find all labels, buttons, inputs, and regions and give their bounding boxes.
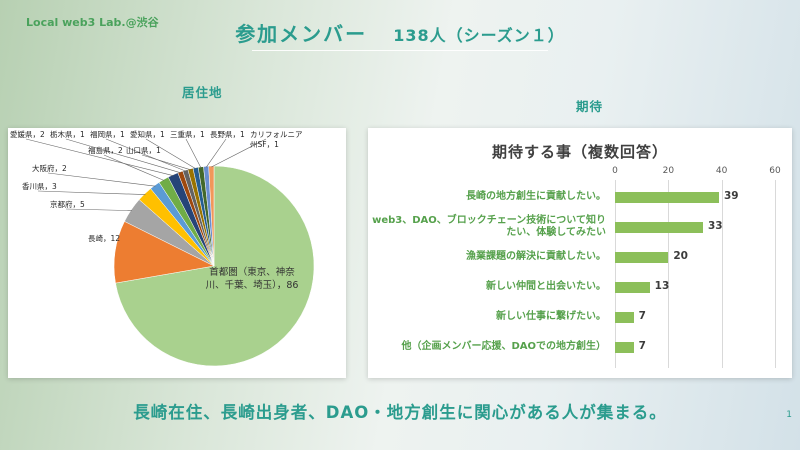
pie-label: 京都府，5: [50, 200, 85, 209]
grid-line: [668, 180, 670, 368]
bar-value-label: 33: [708, 220, 723, 232]
grid-line: [615, 180, 616, 368]
bar-chart-card: 期待する事（複数回答） 0 20 40 60 長崎の地方創生に貢献したい。 39 web3、…: [368, 128, 792, 378]
bar-chart-title: 期待する事（複数回答）: [491, 143, 668, 161]
pie-label: 栃木県，1: [50, 130, 85, 139]
title-text: 参加メンバー: [235, 22, 368, 46]
pie-leader-line: [185, 138, 202, 169]
section-label-residence: 居住地: [182, 85, 223, 100]
slide-title: 参加メンバー 138人（シーズン１）: [0, 18, 800, 47]
pie-label: 三重県，1: [170, 130, 205, 139]
pie-label: 山口県，1: [126, 146, 161, 155]
axis-tick-label: 20: [662, 166, 675, 176]
pie-label: 福岡県，1: [90, 130, 125, 139]
bar-rect: [615, 191, 719, 203]
bar-value-label: 13: [654, 280, 670, 292]
pie-leader-line: [103, 154, 165, 181]
bar-value-label: 7: [638, 340, 646, 352]
title-underline: [252, 50, 548, 51]
grid-line: [775, 180, 776, 368]
bar-rect: [615, 311, 634, 323]
axis-tick-label: 60: [769, 166, 781, 176]
bar-category-label: 他（企画メンバー応援、DAOでの地方創生）: [401, 340, 606, 352]
pie-label: 長野県，1: [210, 130, 245, 139]
bar-category-label: 長崎の地方創生に貢献したい。: [466, 190, 606, 202]
bar-rect: [615, 341, 634, 353]
pie-leader-line: [25, 138, 174, 176]
pie-chart: [25, 138, 315, 367]
bar-category-label: web3、DAO、ブロックチェーン技術について知りたい、体験してみたい: [372, 214, 606, 239]
bar-rect: [615, 221, 703, 233]
pie-leader-line: [145, 138, 196, 169]
pie-slice: [115, 165, 315, 367]
page-number: 1: [786, 410, 792, 420]
pie-leader-line: [65, 138, 181, 174]
bar-value-label: 20: [673, 250, 688, 262]
axis-tick-label: 40: [715, 166, 728, 176]
pie-label: 愛知県，1: [130, 130, 165, 139]
pie-label: 愛媛県，2: [10, 130, 45, 139]
pie-label: カリフォルニア州SF，1: [250, 130, 303, 149]
bar-rect: [615, 251, 669, 263]
bar-value-label: 39: [724, 190, 739, 202]
pie-label: 福島県，2: [88, 146, 123, 155]
bar-category-label: 漁業課題の解決に貢献したい。: [466, 250, 606, 262]
pie-leader-line: [65, 208, 133, 211]
title-count: 138人（シーズン１）: [393, 26, 565, 45]
pie-leader-line: [47, 172, 156, 187]
pie-leader-line: [141, 154, 191, 171]
pie-leader-line: [105, 138, 186, 172]
pie-label: 首都圏（東京、神奈川、千葉、埼玉），86: [205, 267, 299, 292]
axis-tick-label: 0: [612, 166, 618, 176]
bar-rect: [615, 281, 650, 293]
bar-category-label: 新しい仲間と出会いたい。: [486, 280, 606, 292]
bottom-message: 長崎在住、長崎出身者、DAO・地方創生に関心がある人が集まる。: [133, 403, 667, 422]
grid-line: [721, 180, 723, 368]
logo-text: Local web3 Lab.@渋谷: [26, 16, 159, 29]
pie-label: 香川県，3: [22, 182, 57, 191]
pie-label: 大阪府，2: [32, 164, 67, 173]
bar-value-label: 7: [638, 310, 646, 322]
pie-leader-line: [205, 138, 227, 168]
pie-chart-card: 首都圏（東京、神奈川、千葉、埼玉），86 長崎，12 京都府，5 香川県，3 大阪府，2…: [8, 128, 346, 378]
pie-leader-line: [37, 190, 146, 195]
bar-chart: 0 20 40 60 長崎の地方創生に貢献したい。 39 web3、DAO、ブロックチェーン…: [368, 166, 792, 372]
section-label-expectation: 期待: [576, 99, 604, 114]
pie-label: 長崎，12: [88, 234, 121, 243]
pie-leader-line: [211, 138, 267, 168]
bar-category-label: 新しい仕事に繋げたい。: [496, 310, 606, 322]
